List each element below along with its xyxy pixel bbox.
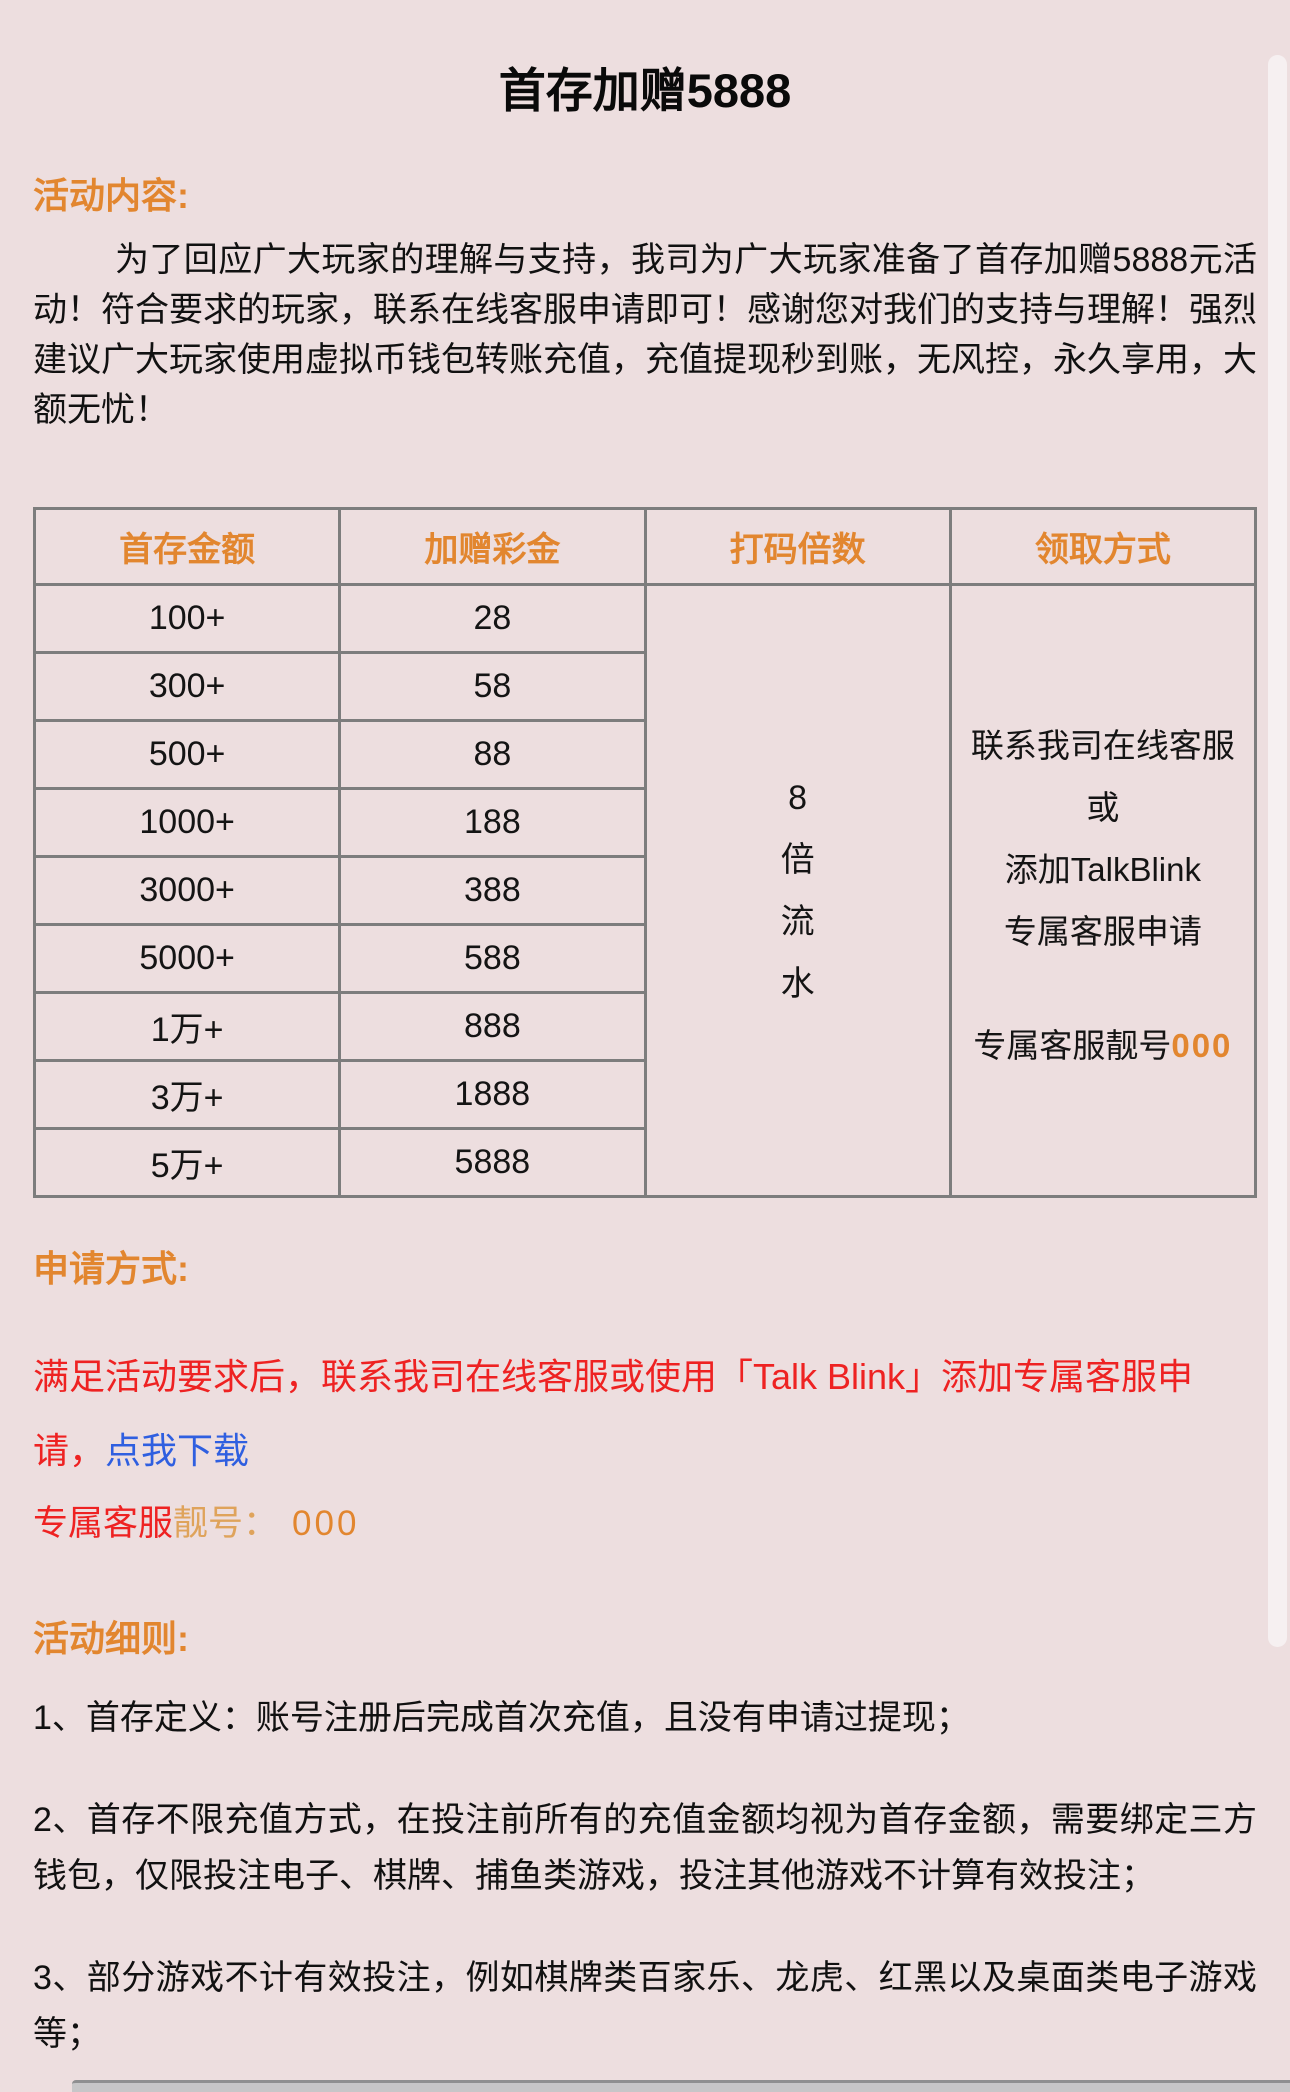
activity-heading: 活动内容:: [33, 175, 189, 216]
claim-cell: 联系我司在线客服或 添加TalkBlink 专属客服申请 专属客服靓号000: [948, 583, 1258, 1198]
bonus-cell: 1888: [338, 1059, 647, 1130]
section-activity: 活动内容: 为了回应广大玩家的理解与支持，我司为广大玩家准备了首存加赠5888元…: [33, 167, 1257, 435]
bonus-cell: 188: [338, 787, 647, 858]
apply-instructions-text: 满足活动要求后，联系我司在线客服或使用「Talk Blink」添加专属客服申请，: [33, 1356, 1194, 1471]
table-row: 1000+ 188: [32, 787, 1256, 858]
deposit-cell: 3万+: [32, 1059, 342, 1130]
rule-item: 1、首存定义：账号注册后完成首次充值，且没有申请过提现；: [33, 1699, 970, 1737]
table-row: 500+ 88: [32, 719, 1256, 790]
deposit-cell: 5万+: [32, 1127, 342, 1198]
vip-label-red: 专属客服: [33, 1504, 174, 1543]
apply-instructions: 满足活动要求后，联系我司在线客服或使用「Talk Blink」添加专属客服申请，…: [33, 1340, 1257, 1488]
section-apply: 申请方式: 满足活动要求后，联系我司在线客服或使用「Talk Blink」添加专…: [33, 1240, 1257, 1554]
bonus-cell: 388: [338, 855, 647, 926]
bonus-cell: 5888: [338, 1127, 647, 1198]
rules-heading: 活动细则:: [33, 1618, 189, 1659]
table-row: 300+ 58: [32, 651, 1256, 722]
table-row: 3000+ 388: [32, 855, 1256, 926]
bonus-cell: 28: [338, 583, 647, 654]
deposit-cell: 5000+: [32, 923, 342, 994]
table-header-row: 首存金额 加赠彩金 打码倍数 领取方式: [32, 507, 1258, 586]
bonus-cell: 58: [338, 651, 647, 722]
deposit-cell: 3000+: [32, 855, 342, 926]
deposit-cell: 1万+: [32, 991, 342, 1062]
claim-vip-number: 000: [1171, 1026, 1233, 1064]
claim-text: 联系我司在线客服或 添加TalkBlink 专属客服申请: [970, 726, 1235, 950]
bonus-cell: 888: [338, 991, 647, 1062]
activity-body: 为了回应广大玩家的理解与支持，我司为广大玩家准备了首存加赠5888元活动！符合要…: [33, 241, 1257, 429]
wagering-cell: 8 倍 流 水: [643, 583, 952, 1198]
vip-service-line: 专属客服靓号： 000: [33, 1494, 1257, 1554]
table-row: 3万+ 1888: [32, 1059, 1256, 1130]
vip-number: 000: [292, 1504, 360, 1543]
deposit-cell: 300+: [32, 651, 342, 722]
rule-item: 2、首存不限充值方式，在投注前所有的充值金额均视为首存金额，需要绑定三方钱包，仅…: [33, 1801, 1257, 1895]
bonus-table: 首存金额 加赠彩金 打码倍数 领取方式 100+ 28 8 倍 流 水 联系我司…: [32, 507, 1258, 1198]
apply-heading: 申请方式:: [33, 1248, 189, 1289]
deposit-cell: 500+: [32, 719, 342, 790]
bonus-cell: 88: [338, 719, 647, 790]
claim-vip-line: 专属客服靓号000: [958, 1019, 1248, 1067]
page-title: 首存加赠5888: [498, 64, 792, 117]
col-header-wagering: 打码倍数: [643, 507, 952, 586]
vip-label-orange: 靓号：: [173, 1504, 279, 1543]
bottom-toolbar-edge: [72, 2080, 1290, 2092]
scrollbar-thumb[interactable]: [1268, 55, 1287, 1647]
table-row: 5000+ 588: [32, 923, 1256, 994]
table-row: 100+ 28 8 倍 流 水 联系我司在线客服或 添加TalkBlink 专属…: [32, 583, 1258, 1198]
deposit-cell: 100+: [32, 583, 342, 654]
deposit-cell: 1000+: [32, 787, 342, 858]
claim-vip-label: 专属客服靓号: [973, 1026, 1172, 1064]
section-rules: 活动细则: 1、首存定义：账号注册后完成首次充值，且没有申请过提现； 2、首存不…: [33, 1610, 1257, 2062]
download-link[interactable]: 点我下载: [105, 1430, 250, 1471]
col-header-deposit: 首存金额: [32, 507, 342, 586]
bonus-cell: 588: [338, 923, 647, 994]
promo-page: 首存加赠5888 活动内容: 为了回应广大玩家的理解与支持，我司为广大玩家准备了…: [0, 52, 1290, 2062]
rule-item: 3、部分游戏不计有效投注，例如棋牌类百家乐、龙虎、红黑以及桌面类电子游戏等；: [33, 1959, 1257, 2053]
table-row: 5万+ 5888: [32, 1127, 1256, 1198]
col-header-bonus: 加赠彩金: [338, 507, 647, 586]
table-row: 1万+ 888: [32, 991, 1256, 1062]
col-header-claim: 领取方式: [948, 507, 1258, 586]
